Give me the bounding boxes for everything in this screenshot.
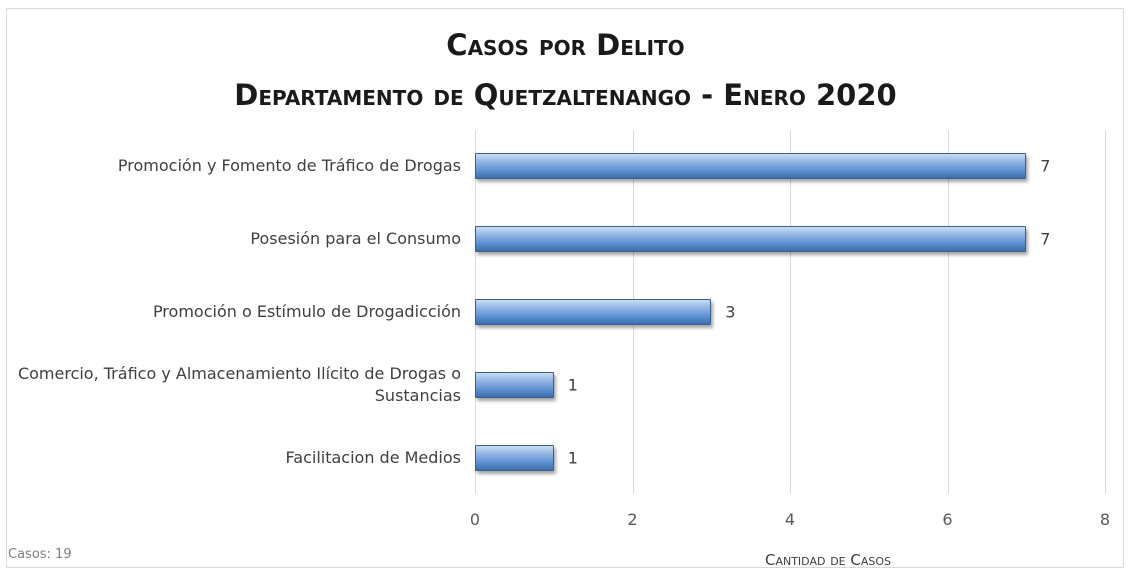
y-tick-label: Promoción o Estímulo de Drogadicción <box>152 302 461 321</box>
chart-title: Casos por Delito <box>446 28 685 62</box>
data-label: 7 <box>1040 229 1051 249</box>
data-label: 1 <box>567 375 578 395</box>
x-axis-title: Cantidad de Casos <box>764 551 892 569</box>
bar <box>475 299 712 325</box>
x-tick-label: 8 <box>1099 510 1111 529</box>
bar <box>475 226 1027 253</box>
note: Casos: 19 <box>8 547 72 562</box>
x-tick-label: 0 <box>469 510 481 529</box>
x-tick-label: 6 <box>942 510 953 529</box>
grid-line <box>947 130 949 494</box>
data-label: 7 <box>1040 156 1051 176</box>
chart-frame <box>6 8 1124 568</box>
grid-line <box>790 130 791 494</box>
data-label: 1 <box>567 448 578 468</box>
bar <box>475 371 554 398</box>
chart-subtitle: Departamento de Quetzaltenango - Enero 2… <box>234 78 897 112</box>
y-tick-label: Comercio, Tráfico y Almacenamiento Ilíci… <box>17 363 461 405</box>
data-label: 3 <box>725 302 736 322</box>
bar <box>475 444 554 471</box>
y-tick-label: Posesión para el Consumo <box>250 229 461 249</box>
grid-line <box>1105 130 1106 494</box>
x-tick-label: 2 <box>627 510 638 529</box>
x-tick-label: 4 <box>784 510 796 529</box>
y-tick-label: Promoción y Fomento de Tráfico de Drogas <box>117 156 461 176</box>
y-tick-label: Facilitacion de Medios <box>285 447 461 467</box>
bar <box>475 153 1027 180</box>
